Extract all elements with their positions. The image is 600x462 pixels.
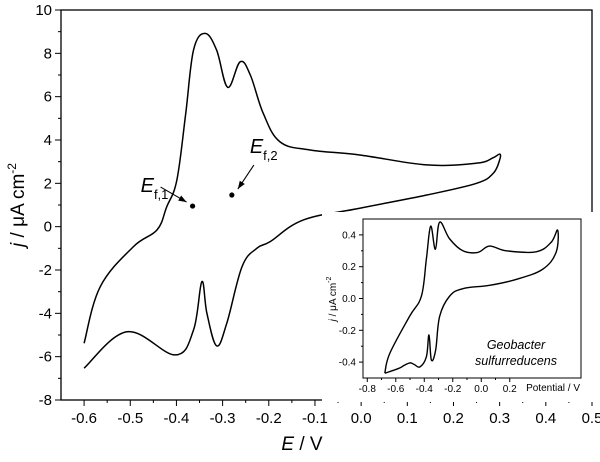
main-x-tick-label: 0.0 (351, 410, 372, 427)
main-x-tick-label: -0.6 (71, 410, 97, 427)
organism-name-species: sulfurreducens (475, 354, 557, 368)
main-cv-curve (83, 32, 502, 369)
main-y-tick-label: 2 (44, 175, 52, 192)
main-x-tick-label: 0.2 (443, 410, 464, 427)
main-x-tick-label: -0.2 (256, 410, 282, 427)
inset-axis-ticks: -0.8 -0.6 -0.4 -0.2 0.0 0.2 -0.4 -0.2 0.0 0.2 0.4 (339, 230, 517, 395)
main-y-tick-label: 4 (44, 132, 52, 149)
main-x-tick-label: 0.4 (535, 410, 556, 427)
main-axis-ticks: -0.6 -0.5 -0.4 -0.3 -0.2 -0.1 0.0 0.1 0.2 0.3 0.4 0… (35, 2, 600, 427)
inset-cv-curve (384, 221, 559, 374)
inset-y-tick-label: 0.0 (342, 294, 356, 305)
formal-potential-marker (229, 192, 235, 198)
formal-potential-label: Ef,1 (141, 175, 169, 202)
inset-y-tick-label: 0.4 (342, 230, 356, 241)
main-y-tick-label: -8 (39, 392, 52, 409)
main-y-axis-title: j / μA cm-2 (5, 163, 29, 250)
main-y-tick-label: 0 (44, 219, 52, 236)
inset-x-tick-label: -0.4 (416, 384, 434, 395)
main-x-tick-label: -0.5 (117, 410, 143, 427)
inset-y-axis-title: j / μA cm-2 (326, 277, 339, 324)
main-plot: -0.6 -0.5 -0.4 -0.3 -0.2 -0.1 0.0 0.1 0.2 0.3 0.4 0… (5, 2, 600, 455)
inset-y-tick-label: -0.2 (339, 326, 357, 337)
arrow-head-icon (237, 180, 245, 190)
inset-y-tick-label: 0.2 (342, 262, 356, 273)
formal-potential-label: Ef,2 (250, 136, 278, 163)
inset-background (322, 212, 594, 402)
main-y-tick-label: -2 (39, 262, 52, 279)
main-x-tick-label: 0.1 (397, 410, 418, 427)
inset-y-tick-label: -0.4 (339, 358, 357, 369)
main-x-axis-title: E / V (281, 434, 323, 455)
main-y-tick-label: -6 (39, 349, 52, 366)
main-x-tick-label: -0.1 (302, 410, 328, 427)
inset-x-tick-label: -0.6 (387, 384, 405, 395)
formal-potential-marker (189, 203, 196, 209)
main-y-tick-label: -4 (39, 305, 52, 322)
main-y-tick-label: 10 (35, 2, 52, 19)
main-annotations: Ef,1Ef,2 (141, 136, 278, 209)
label-symbol: E (141, 175, 155, 197)
main-x-tick-label: -0.4 (164, 410, 190, 427)
label-symbol: E (250, 136, 264, 158)
inset-plot: -0.8 -0.6 -0.4 -0.2 0.0 0.2-0.4-0.20.00.20.4 … (322, 212, 594, 402)
main-y-tick-label: 8 (44, 45, 52, 62)
inset-x-tick-label: 0.0 (474, 384, 488, 395)
main-x-tick-label: -0.3 (210, 410, 236, 427)
label-subscript: f,2 (263, 148, 277, 163)
main-y-tick-label: 6 (44, 89, 52, 106)
inset-x-tick-label: -0.8 (359, 384, 377, 395)
main-x-tick-label: 0.5 (582, 410, 600, 427)
inset-x-tick-label: 0.2 (503, 384, 517, 395)
inset-x-tick-label: -0.2 (444, 384, 462, 395)
main-x-tick-label: 0.3 (489, 410, 510, 427)
arrow-head-icon (178, 195, 187, 203)
organism-name-genus: Geobacter (487, 338, 546, 352)
inset-x-axis-title: Potential / V (526, 383, 580, 394)
label-subscript: f,1 (154, 187, 168, 202)
